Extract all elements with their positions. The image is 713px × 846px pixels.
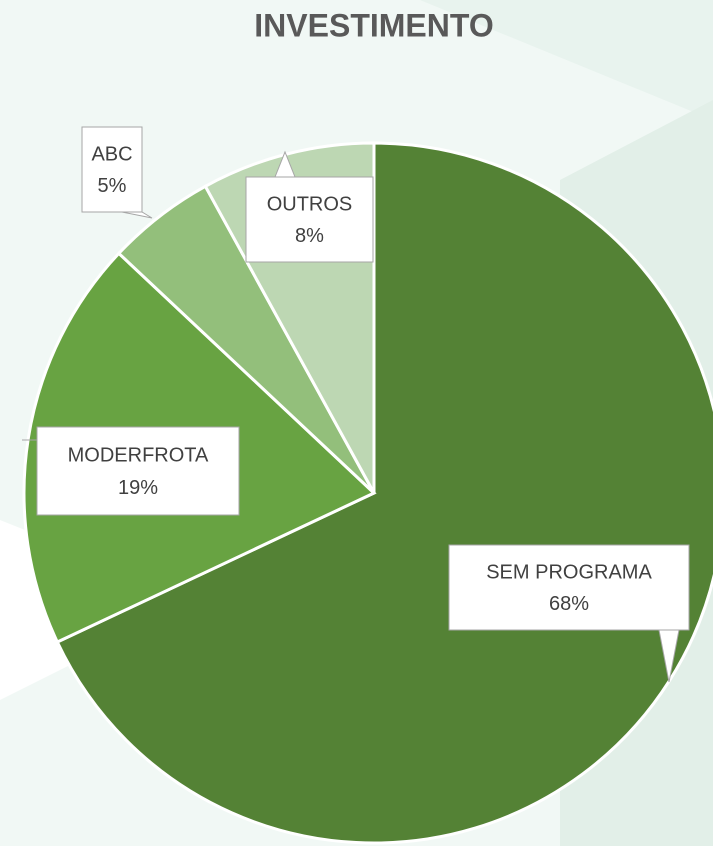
slice-label: MODERFROTA [68,444,209,466]
callout-box [245,176,374,263]
labels: SEM PROGRAMA 68% MODERFROTA 19% ABC 5% OUTROS 8… [22,126,690,683]
chart-title: INVESTIMENTO [254,7,493,43]
slice-label: SEM PROGRAMA [486,561,652,583]
slice-value-label: 68% [549,593,589,615]
slice-label: ABC [91,143,132,165]
slice-value-label: 19% [118,477,158,499]
slice-value-label: 8% [295,225,324,247]
callout-box [36,426,240,516]
callout-box [81,126,143,213]
slice-value-label: 5% [98,175,127,197]
callout-box [448,544,690,631]
slice-label: OUTROS [267,193,353,215]
background-shape [420,0,713,120]
